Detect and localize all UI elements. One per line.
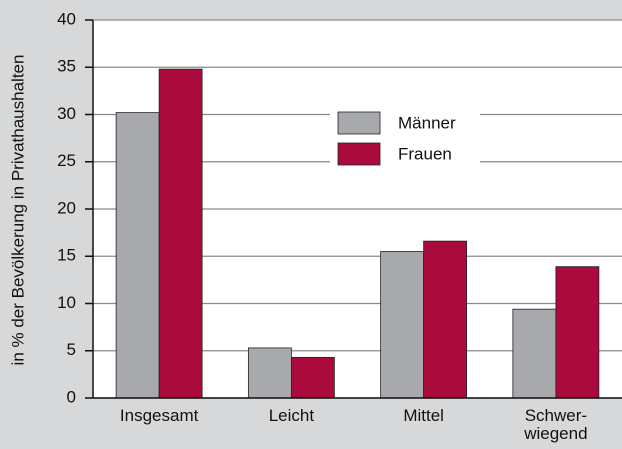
y-axis-label: in % der Bevölkerung in Privathaushalten: [8, 55, 27, 366]
legend-label: Männer: [398, 113, 456, 132]
legend-label: Frauen: [398, 144, 452, 163]
bar: [512, 308, 557, 399]
y-tick-label: 10: [57, 293, 76, 312]
y-tick-label: 25: [57, 151, 76, 170]
bar: [423, 240, 468, 399]
bar: [290, 356, 335, 399]
y-tick-label: 35: [57, 57, 76, 76]
y-tick-label: 0: [67, 387, 76, 406]
bar: [115, 112, 160, 399]
y-tick-label: 5: [67, 340, 76, 359]
legend-swatch: [337, 111, 381, 135]
bar: [380, 251, 425, 399]
x-tick-label: Insgesamt: [119, 406, 199, 425]
bar: [555, 266, 600, 399]
bar: [247, 347, 292, 399]
x-tick-label: Mittel: [403, 406, 444, 425]
y-tick-label: 15: [57, 246, 76, 265]
y-tick-label: 30: [57, 104, 76, 123]
bar: [158, 68, 203, 399]
y-tick-label: 40: [57, 9, 76, 28]
x-tick-label: Schwer- wiegend: [524, 406, 588, 443]
y-tick-label: 20: [57, 198, 76, 217]
x-tick-label: Leicht: [268, 406, 315, 425]
legend-swatch: [337, 142, 381, 166]
